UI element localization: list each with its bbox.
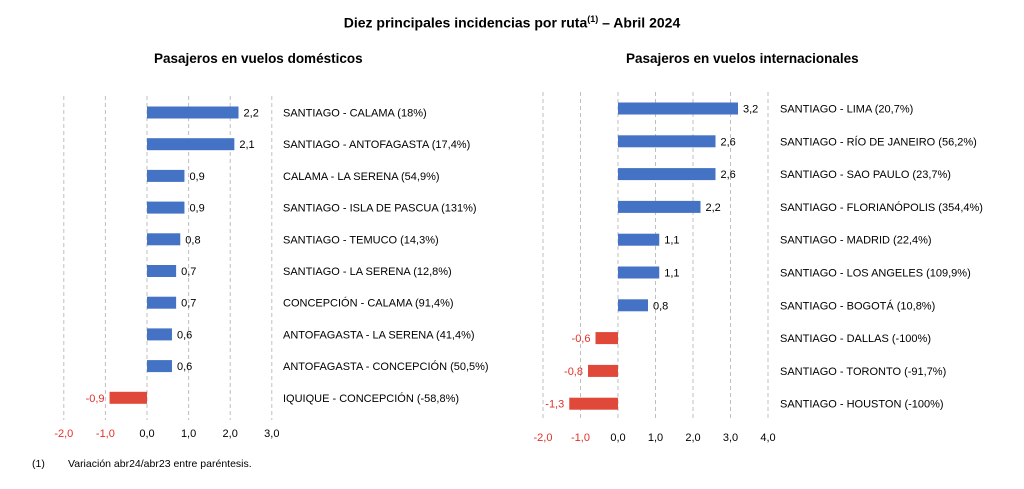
international-bar — [618, 168, 716, 181]
page-title: Diez principales incidencias por ruta(1)… — [0, 14, 1024, 31]
domestic-category-label: CALAMA - LA SERENA (54,9%) — [283, 171, 440, 183]
footnote: (1) Variación abr24/abr23 entre paréntesi… — [32, 458, 252, 470]
international-category-label: SANTIAGO - SAO PAULO (23,7%) — [780, 169, 951, 181]
international-tick-label: -1,0 — [571, 432, 590, 444]
international-value-label: -1,3 — [545, 399, 564, 411]
international-tick-label: -2,0 — [534, 432, 553, 444]
page-title-suffix: – Abril 2024 — [598, 14, 681, 31]
international-category-label: SANTIAGO - LIMA (20,7%) — [780, 104, 913, 116]
domestic-tick-label: 0,0 — [139, 428, 154, 440]
page-title-text: Diez principales incidencias por ruta — [343, 14, 588, 31]
domestic-value-label: -0,9 — [86, 393, 105, 405]
domestic-value-label: 2,2 — [244, 108, 259, 120]
domestic-category-label: CONCEPCIÓN - CALAMA (91,4%) — [283, 297, 454, 310]
domestic-category-label: IQUIQUE - CONCEPCIÓN (-58,8%) — [283, 392, 459, 405]
domestic-value-label: 0,8 — [185, 234, 200, 246]
international-value-label: 2,2 — [706, 202, 721, 214]
international-category-label: SANTIAGO - HOUSTON (-100%) — [780, 399, 944, 411]
domestic-bar — [147, 296, 177, 309]
international-value-label: 1,1 — [664, 268, 679, 280]
international-value-label: 2,6 — [721, 136, 736, 148]
international-value-label: 1,1 — [664, 235, 679, 247]
international-bar — [595, 332, 618, 345]
domestic-value-label: 2,1 — [239, 139, 254, 151]
international-value-label: 2,6 — [721, 169, 736, 181]
domestic-tick-label: 1,0 — [181, 428, 196, 440]
international-value-label: -0,8 — [564, 366, 583, 378]
domestic-value-label: 0,6 — [177, 361, 192, 373]
international-tick-label: 4,0 — [760, 432, 775, 444]
domestic-bar — [147, 138, 235, 151]
international-value-label: -0,6 — [572, 333, 591, 345]
international-bar — [618, 200, 701, 213]
footnote-mark: (1) — [32, 458, 45, 470]
international-bar — [618, 135, 716, 148]
international-tick-label: 3,0 — [723, 432, 738, 444]
international-category-label: SANTIAGO - TORONTO (-91,7%) — [780, 366, 946, 378]
domestic-tick-label: -1,0 — [96, 428, 115, 440]
international-bar — [569, 397, 618, 410]
international-value-label: 0,8 — [653, 300, 668, 312]
domestic-bar — [147, 106, 239, 119]
domestic-category-label: SANTIAGO - CALAMA (18%) — [283, 108, 427, 120]
international-category-label: SANTIAGO - DALLAS (-100%) — [780, 333, 931, 345]
domestic-tick-label: -2,0 — [54, 428, 73, 440]
domestic-bar — [147, 360, 172, 373]
domestic-value-label: 0,7 — [181, 266, 196, 278]
chart-title-international: Pasajeros en vuelos internacionales — [626, 51, 859, 66]
domestic-category-label: SANTIAGO - LA SERENA (12,8%) — [283, 266, 452, 278]
domestic-value-label: 0,6 — [177, 329, 192, 341]
international-bar — [588, 364, 618, 377]
domestic-category-label: SANTIAGO - TEMUCO (14,3%) — [283, 234, 439, 246]
domestic-tick-label: 2,0 — [223, 428, 238, 440]
international-bar — [618, 233, 660, 246]
domestic-value-label: 0,9 — [189, 171, 204, 183]
international-tick-label: 2,0 — [685, 432, 700, 444]
international-bar — [618, 299, 648, 312]
international-category-label: SANTIAGO - FLORIANÓPOLIS (354,4%) — [780, 201, 983, 214]
domestic-category-label: SANTIAGO - ISLA DE PASCUA (131%) — [283, 203, 477, 215]
international-value-label: 3,2 — [743, 104, 758, 116]
domestic-category-label: ANTOFAGASTA - CONCEPCIÓN (50,5%) — [283, 360, 489, 373]
domestic-bar — [147, 328, 172, 341]
domestic-value-label: 0,7 — [181, 298, 196, 310]
domestic-bar — [147, 169, 185, 182]
international-tick-label: 0,0 — [610, 432, 625, 444]
international-category-label: SANTIAGO - LOS ANGELES (109,9%) — [780, 268, 971, 280]
domestic-category-label: SANTIAGO - ANTOFAGASTA (17,4%) — [283, 139, 470, 151]
domestic-value-label: 0,9 — [189, 203, 204, 215]
domestic-tick-label: 3,0 — [264, 428, 279, 440]
international-bar — [618, 102, 738, 115]
international-bar — [618, 266, 660, 279]
international-category-label: SANTIAGO - BOGOTÁ (10,8%) — [780, 299, 935, 312]
international-tick-label: 1,0 — [648, 432, 663, 444]
domestic-bar — [147, 233, 181, 246]
domestic-category-label: ANTOFAGASTA - LA SERENA (41,4%) — [283, 329, 475, 341]
international-category-label: SANTIAGO - RÍO DE JANEIRO (56,2%) — [780, 135, 977, 148]
domestic-bar — [109, 391, 147, 404]
international-category-label: SANTIAGO - MADRID (22,4%) — [780, 235, 932, 247]
page-title-footnote-mark: (1) — [587, 14, 599, 24]
domestic-bar — [147, 265, 177, 277]
footnote-text: Variación abr24/abr23 entre paréntesis. — [68, 458, 252, 470]
domestic-bar — [147, 201, 185, 214]
chart-title-domestic: Pasajeros en vuelos domésticos — [154, 51, 363, 66]
